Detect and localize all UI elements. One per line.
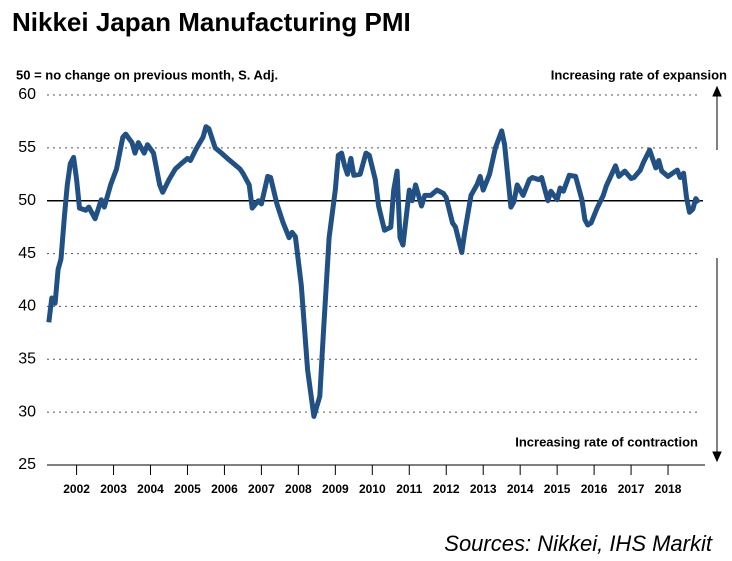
y-tick-label: 25	[18, 456, 36, 473]
x-tick-label: 2009	[322, 482, 349, 496]
x-tick-label: 2018	[655, 482, 682, 496]
y-tick-label: 55	[18, 139, 36, 156]
x-tick-label: 2016	[581, 482, 608, 496]
annotation: Increasing rate of contraction	[515, 434, 698, 449]
x-tick-label: 2007	[248, 482, 275, 496]
x-tick-label: 2002	[63, 482, 90, 496]
y-tick-label: 40	[18, 298, 36, 315]
x-tick-label: 2012	[433, 482, 460, 496]
x-tick-label: 2015	[544, 482, 571, 496]
x-tick-label: 2006	[211, 482, 238, 496]
y-tick-label: 35	[18, 351, 36, 368]
y-tick-label: 60	[18, 86, 36, 103]
y-tick-label: 50	[18, 192, 36, 209]
x-tick-label: 2010	[359, 482, 386, 496]
arrows	[712, 85, 722, 463]
x-tick-label: 2004	[137, 482, 164, 496]
x-tick-label: 2005	[174, 482, 201, 496]
source: Sources: Nikkei, IHS Markit	[444, 531, 713, 556]
chart-title: Nikkei Japan Manufacturing PMI	[12, 7, 411, 37]
x-tick-label: 2011	[396, 482, 422, 496]
x-tick-label: 2008	[285, 482, 312, 496]
y-tick-label: 45	[18, 245, 36, 262]
data-line	[46, 124, 701, 419]
note: 50 = no change on previous month, S. Adj…	[16, 67, 278, 82]
x-tick-label: 2003	[100, 482, 127, 496]
y-tick-label: 30	[18, 403, 36, 420]
x-tick-label: 2017	[618, 482, 645, 496]
annotation: Increasing rate of expansion	[551, 67, 727, 82]
x-tick-label: 2013	[470, 482, 497, 496]
x-tick-label: 2014	[507, 482, 534, 496]
